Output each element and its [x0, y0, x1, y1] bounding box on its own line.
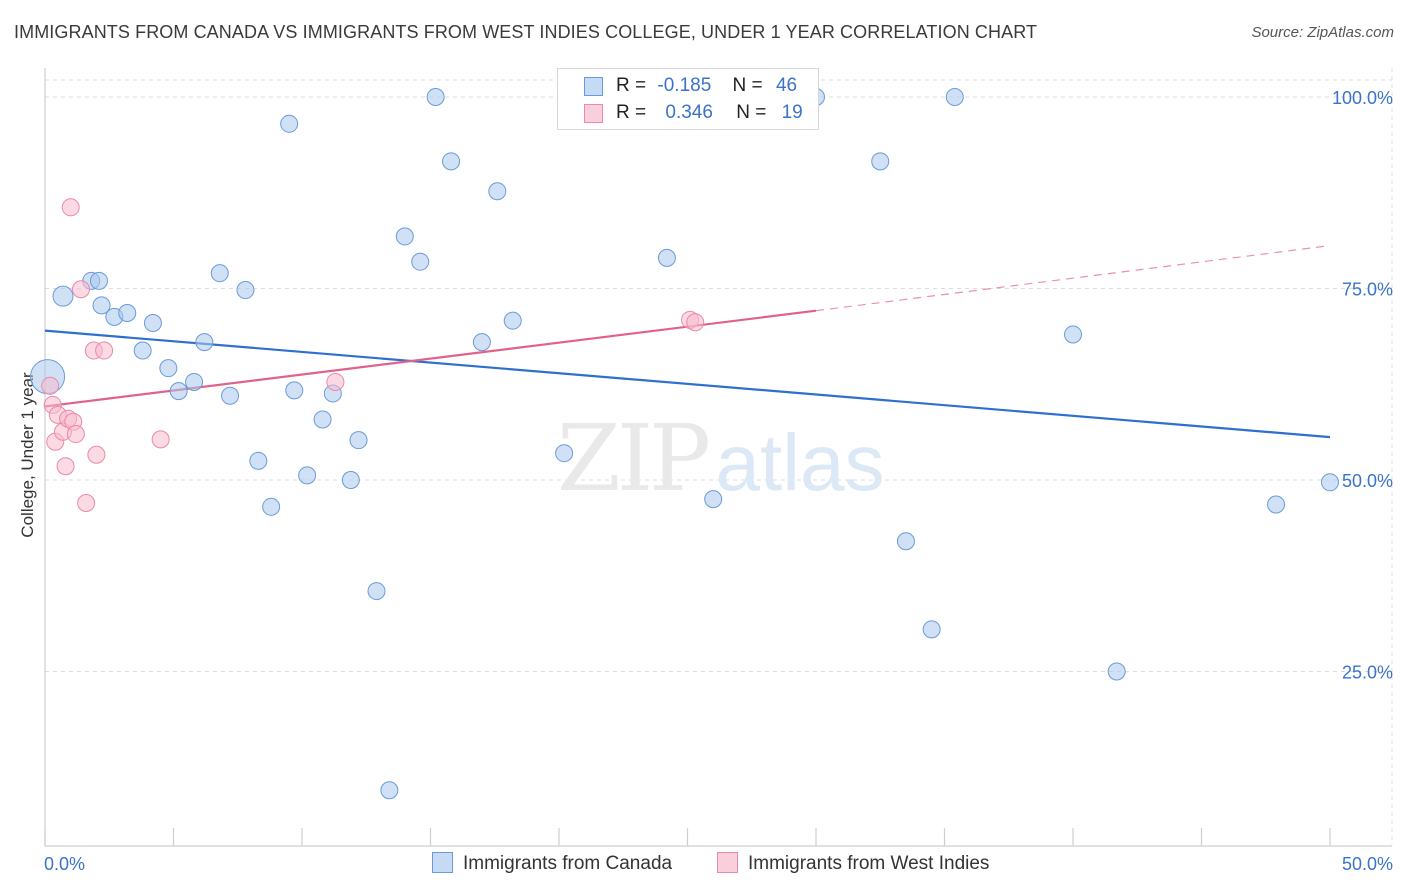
canada-point	[52, 285, 74, 307]
canada-point	[221, 386, 240, 405]
westindies-point	[87, 445, 106, 464]
westindies-point	[66, 425, 85, 444]
westindies-point	[61, 198, 80, 217]
canada-point	[503, 311, 522, 330]
canada-point	[411, 252, 430, 271]
correlation-legend: R = -0.185 N = 46 R = 0.346 N = 19	[557, 68, 819, 130]
canada-point	[896, 532, 915, 551]
watermark: ZIP atlas	[557, 405, 885, 512]
canada-point	[426, 88, 445, 106]
y-tick-label: 25.0%	[1342, 663, 1393, 683]
westindies-point	[151, 430, 170, 449]
canada-point	[285, 381, 304, 400]
r-value-westindies: 0.346	[665, 102, 713, 123]
canada-point	[210, 264, 229, 283]
bottom-legend-canada: Immigrants from Canada	[432, 852, 672, 875]
r-label: R =	[616, 102, 647, 123]
bottom-swatch-westindies	[717, 852, 738, 873]
bottom-legend-westindies-label: Immigrants from West Indies	[748, 853, 990, 874]
canada-point	[1321, 473, 1339, 492]
canada-point	[367, 582, 386, 601]
canada-point	[871, 152, 890, 171]
canada-point	[1107, 662, 1126, 681]
n-label: N =	[736, 102, 767, 123]
n-label: N =	[732, 75, 763, 96]
canada-point	[195, 333, 214, 352]
canada-point	[185, 372, 204, 391]
westindies-trendline-extension	[815, 245, 1331, 312]
canada-point	[236, 281, 255, 300]
tick-labels: 100.0% 75.0% 50.0% 25.0% 0.0% 50.0%	[44, 88, 1393, 874]
canada-point	[704, 490, 723, 509]
westindies-point	[71, 280, 90, 299]
n-value-westindies: 19	[781, 102, 803, 123]
canada-point	[442, 152, 461, 171]
canada-point	[118, 304, 137, 323]
chart-title: IMMIGRANTS FROM CANADA VS IMMIGRANTS FRO…	[14, 22, 1038, 42]
westindies-point	[95, 341, 114, 360]
x-tick-label-max: 50.0%	[1342, 854, 1393, 874]
watermark-zip: ZIP	[557, 405, 708, 512]
canada-trendline	[44, 329, 1331, 439]
westindies-point	[41, 376, 60, 395]
r-label: R =	[616, 75, 647, 96]
canada-point	[349, 431, 368, 450]
bottom-legend-westindies: Immigrants from West Indies	[717, 852, 989, 875]
canada-point	[133, 341, 152, 360]
canada-point	[395, 227, 414, 246]
canada-point	[945, 88, 964, 106]
canada-point	[1267, 495, 1286, 514]
westindies-point	[326, 372, 345, 391]
canada-point	[298, 466, 317, 485]
y-tick-label: 100.0%	[1332, 88, 1393, 108]
westindies-point	[77, 493, 96, 512]
axes	[44, 68, 1392, 847]
y-tick-label: 75.0%	[1342, 280, 1393, 300]
canada-point	[313, 410, 332, 429]
westindies-point	[56, 457, 75, 476]
source-label: Source: ZipAtlas.com	[1251, 24, 1394, 41]
canada-point	[249, 451, 268, 470]
canada-point	[472, 333, 491, 352]
canada-point	[380, 781, 399, 800]
westindies-point	[686, 313, 705, 332]
r-value-canada: -0.185	[657, 75, 712, 96]
bottom-swatch-canada	[432, 852, 453, 873]
legend-swatch-canada	[584, 77, 603, 96]
canada-point	[143, 313, 162, 332]
n-value-canada: 46	[775, 75, 798, 96]
canada-point	[341, 471, 360, 489]
canada-point	[1064, 325, 1082, 344]
canada-point	[555, 444, 574, 463]
canada-point	[262, 497, 281, 516]
data-points	[30, 88, 1339, 800]
y-tick-label: 50.0%	[1342, 471, 1393, 491]
canada-point	[922, 620, 941, 639]
canada-point	[92, 296, 111, 315]
canada-point	[488, 182, 507, 201]
x-tick-label-min: 0.0%	[44, 854, 85, 874]
canada-point	[159, 359, 178, 378]
bottom-legend-canada-label: Immigrants from Canada	[463, 853, 673, 874]
canada-point	[89, 271, 108, 290]
canada-point	[169, 382, 188, 401]
canada-point	[657, 248, 676, 267]
legend-swatch-westindies	[584, 104, 603, 123]
canada-point	[280, 114, 299, 133]
watermark-atlas: atlas	[716, 418, 885, 507]
